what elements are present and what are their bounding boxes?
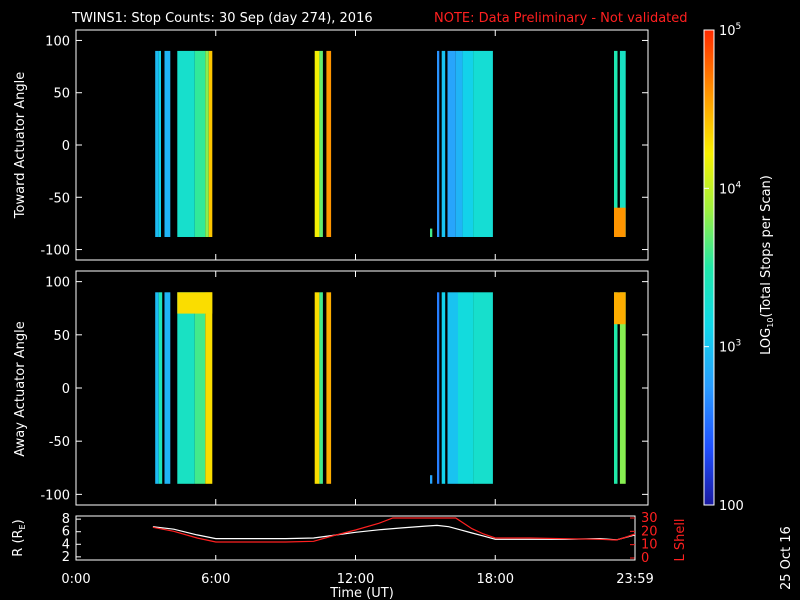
- heatmap-cell-0-15: [462, 50, 474, 238]
- colorbar-tick-label: 105: [719, 22, 741, 39]
- y-tick-label: 50: [53, 87, 70, 102]
- heatmap-cell-1-0: [155, 292, 159, 484]
- y-tick-label: 100: [45, 276, 70, 291]
- y-tick-label: -50: [49, 435, 70, 450]
- heatmap-cell-0-1: [158, 50, 161, 238]
- heatmap-cell-0-18: [619, 50, 626, 238]
- r-tick-label: 6: [62, 525, 70, 540]
- toward-y-axis-label: Toward Actuator Angle: [13, 72, 28, 219]
- heatmap-cell-1-14: [458, 292, 474, 484]
- heatmap-cell-0-17: [614, 50, 618, 238]
- away-panel: 100 50 0 -50 -100 Away Actuator Angle: [13, 270, 649, 506]
- heatmap-cell-1-5: [205, 292, 213, 484]
- chart-title: TWINS1: Stop Counts: 30 Sep (day 274), 2…: [71, 11, 373, 26]
- heatmap-cell-0-0: [155, 50, 159, 238]
- x-tick-label: 12:00: [337, 572, 374, 587]
- l-shell-tick-label: 30: [641, 511, 658, 526]
- y-tick-label: 50: [53, 329, 70, 344]
- heatmap-cell-0-6: [208, 50, 213, 238]
- colorbar-ticks: 105 104 103 100: [704, 22, 744, 514]
- heatmap-cell-1-4: [194, 292, 206, 484]
- heatmap-cell-1-6: [177, 292, 213, 314]
- r-tick-label: 8: [62, 512, 70, 527]
- heatmap-cell-1-1: [158, 292, 163, 484]
- heatmap-cell-1-2: [164, 292, 171, 484]
- toward-heatmap-cells: [155, 50, 626, 238]
- data-note: NOTE: Data Preliminary - Not validated: [434, 11, 688, 26]
- y-tick-label: 100: [45, 34, 70, 49]
- heatmap-cell-0-3: [177, 50, 195, 238]
- y-tick-label: 0: [62, 382, 70, 397]
- heatmap-cell-0-16: [473, 50, 493, 238]
- heatmap-cell-1-12: [441, 292, 446, 484]
- r-tick-label: 4: [62, 537, 70, 552]
- orbit-lines: [152, 517, 636, 543]
- toward-y-ticks: 100 50 0 -50 -100: [40, 30, 648, 260]
- heatmap-cell-0-10: [430, 228, 433, 237]
- l-shell-axis-label: L Shell: [673, 518, 688, 561]
- toward-panel: 100 50 0 -50 -100 Toward Actuator Angle: [13, 29, 649, 261]
- l-shell-tick-label: 20: [641, 524, 658, 539]
- r-tick-label: 2: [62, 550, 70, 565]
- r-axis-label: R (RE): [11, 519, 27, 556]
- l-shell-tick-label: 10: [641, 538, 658, 553]
- colorbar-tick-label: 103: [719, 339, 741, 356]
- heatmap-cell-0-4: [194, 50, 206, 238]
- heatmap-cell-1-3: [177, 292, 195, 484]
- heatmap-cell-0-7: [314, 50, 320, 238]
- heatmap-cell-1-17: [619, 292, 626, 484]
- heatmap-cell-1-10: [430, 475, 433, 484]
- heatmap-cell-1-18: [614, 292, 626, 325]
- x-tick-label: 0:00: [61, 572, 90, 587]
- datestamp: 25 Oct 16: [779, 526, 794, 590]
- heatmap-cell-0-5: [205, 50, 209, 238]
- heatmap-cell-0-9: [326, 50, 332, 238]
- heatmap-cell-0-2: [164, 50, 171, 238]
- colorbar: 105 104 103 100 LOG10(Total Stops per Scan): [703, 22, 775, 514]
- heatmap-cell-0-11: [437, 50, 440, 238]
- y-tick-label: 0: [62, 139, 70, 154]
- colorbar-tick-label: 104: [719, 180, 742, 197]
- x-tick-label: 23:59: [616, 572, 653, 587]
- heatmap-cell-1-15: [473, 292, 493, 484]
- away-y-axis-label: Away Actuator Angle: [13, 321, 28, 456]
- colorbar-label: LOG10(Total Stops per Scan): [759, 175, 775, 355]
- heatmap-cell-0-13: [447, 50, 456, 238]
- heatmap-cell-1-11: [437, 292, 440, 484]
- away-heatmap-cells: [155, 292, 626, 484]
- r-distance-line: [152, 524, 636, 541]
- l-shell-line: [152, 517, 636, 543]
- heatmap-cell-1-8: [319, 292, 323, 484]
- colorbar-gradient: [703, 29, 715, 506]
- heatmap-cell-1-16: [614, 292, 618, 484]
- x-axis-label: Time (UT): [329, 586, 394, 600]
- heatmap-cell-0-19: [614, 207, 626, 237]
- y-tick-label: -100: [40, 488, 70, 503]
- heatmap-cell-0-14: [455, 50, 463, 238]
- y-tick-label: -50: [49, 191, 70, 206]
- heatmap-cell-1-13: [447, 292, 458, 484]
- heatmap-cell-1-9: [326, 292, 332, 484]
- away-y-ticks: 100 50 0 -50 -100: [40, 271, 648, 505]
- heatmap-cell-0-8: [319, 50, 323, 238]
- heatmap-cell-0-12: [441, 50, 446, 238]
- l-shell-tick-label: 0: [641, 551, 649, 566]
- y-tick-label: -100: [40, 244, 70, 259]
- x-tick-label: 18:00: [477, 572, 514, 587]
- toward-panel-frame: [75, 29, 649, 261]
- x-tick-label: 6:00: [201, 572, 230, 587]
- heatmap-cell-1-7: [314, 292, 320, 484]
- colorbar-tick-label: 100: [719, 499, 744, 514]
